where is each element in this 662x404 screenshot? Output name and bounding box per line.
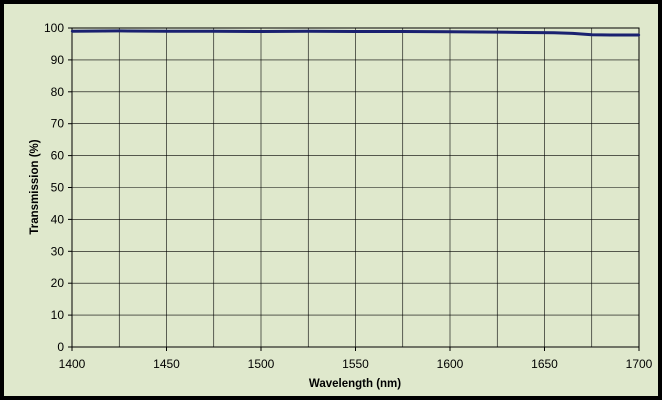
data-point <box>70 29 74 33</box>
data-point <box>637 33 641 37</box>
x-tick-label: 1600 <box>437 357 464 371</box>
data-point <box>354 30 357 33</box>
data-point <box>165 29 168 33</box>
data-point <box>307 29 310 33</box>
series-line <box>71 29 639 37</box>
x-tick-label: 1450 <box>153 357 180 371</box>
y-tick-label: 50 <box>51 181 65 195</box>
data-point <box>212 29 215 33</box>
y-tick-label: 80 <box>51 85 65 99</box>
y-tick-label: 0 <box>57 340 64 354</box>
data-point <box>524 31 527 34</box>
y-tick-label: 40 <box>51 212 65 226</box>
x-tick-label: 1550 <box>342 357 369 371</box>
data-point <box>259 30 263 33</box>
data-point <box>552 31 556 34</box>
y-tick-label: 60 <box>51 149 65 163</box>
data-point <box>401 30 404 33</box>
data-point <box>448 30 452 34</box>
x-tick-label: 1650 <box>531 357 558 371</box>
data-point <box>609 33 612 37</box>
x-tick-label: 1500 <box>248 357 275 371</box>
data-point <box>496 30 499 34</box>
y-tick-label: 100 <box>44 21 64 35</box>
x-tick-label: 1700 <box>626 357 653 371</box>
y-axis-title: Transmission (%) <box>29 139 41 234</box>
data-point <box>590 33 593 36</box>
x-axis-title: Wavelength (nm) <box>309 378 401 390</box>
x-tick-label: 1400 <box>59 357 86 371</box>
y-tick-label: 90 <box>51 53 65 67</box>
series-layer <box>70 29 641 37</box>
y-tick-label: 10 <box>51 308 65 322</box>
y-tick-label: 30 <box>51 244 65 258</box>
tick-labels: 1400 1450 1500 1550 1600 1650 1700 0 10 20 30 40 50 6… <box>44 21 653 371</box>
data-point <box>571 32 575 35</box>
y-tick-label: 70 <box>51 117 65 131</box>
data-point <box>118 29 121 33</box>
transmission-chart: 1400 1450 1500 1550 1600 1650 1700 0 10 20 30 40 50 6… <box>29 21 653 390</box>
y-tick-label: 20 <box>51 276 65 290</box>
